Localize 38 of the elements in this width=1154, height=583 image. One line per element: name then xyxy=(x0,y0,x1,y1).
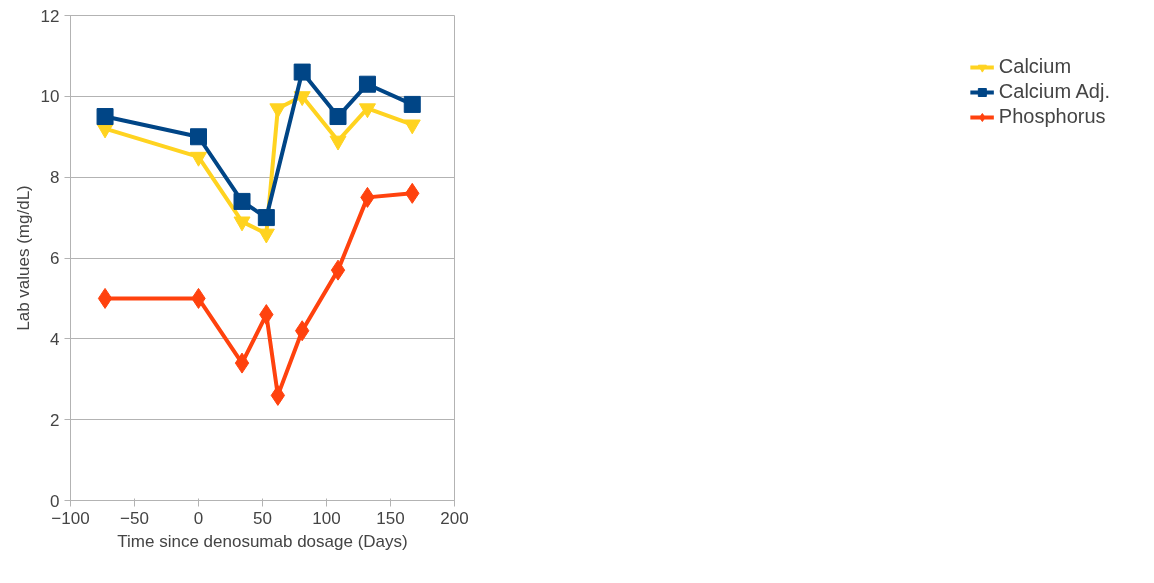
x-tick-label: 50 xyxy=(253,508,272,528)
x-tick-label: −100 xyxy=(51,508,90,528)
x-tick-label: 150 xyxy=(376,508,405,528)
point xyxy=(358,75,376,93)
legend-label: Phosphorus xyxy=(998,105,1106,128)
point xyxy=(190,128,207,146)
point xyxy=(233,216,251,232)
legend-label: Calcium Adj. xyxy=(998,80,1110,103)
point xyxy=(403,95,421,113)
y-tick-label: 6 xyxy=(50,249,60,268)
point xyxy=(190,151,207,167)
point xyxy=(270,384,286,406)
y-tick-label: 12 xyxy=(40,6,60,26)
point xyxy=(403,119,421,135)
point xyxy=(97,287,113,309)
point xyxy=(330,259,346,281)
point xyxy=(96,108,114,126)
x-tick-label: 0 xyxy=(193,508,204,528)
point xyxy=(329,135,347,151)
x-tick-label: 200 xyxy=(440,508,469,528)
point xyxy=(269,103,287,119)
point xyxy=(293,63,311,81)
point xyxy=(257,209,275,227)
point xyxy=(257,228,275,244)
point xyxy=(233,192,251,210)
y-tick-label: 2 xyxy=(50,410,60,430)
y-tick-label: 4 xyxy=(50,329,60,349)
x-tick-label: −50 xyxy=(120,508,149,528)
y-tick-label: 0 xyxy=(50,491,60,511)
point xyxy=(234,352,250,374)
point xyxy=(358,103,376,119)
legend-label: Calcium xyxy=(998,55,1072,78)
y-axis-title: Lab values (mg/dL) xyxy=(13,185,33,331)
y-tick-label: 8 xyxy=(50,168,60,188)
point xyxy=(329,108,347,126)
y-tick-label: 10 xyxy=(40,87,60,107)
x-tick-label: 100 xyxy=(312,508,341,528)
x-axis-title: Time since denosumab dosage (Days) xyxy=(117,531,408,551)
